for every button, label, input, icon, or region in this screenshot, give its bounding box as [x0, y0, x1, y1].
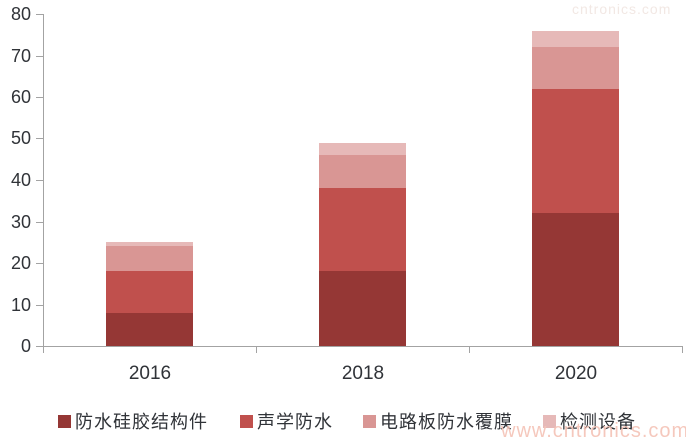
x-axis-tick: [469, 347, 470, 353]
bar-segment-2018-series3: [319, 155, 406, 188]
legend-marker-icon: [240, 414, 253, 428]
bar-segment-2016-series1: [106, 313, 193, 346]
y-axis-tick-label: 40: [10, 170, 31, 190]
y-axis-tick: [36, 305, 43, 306]
legend-label: 检测设备: [560, 412, 636, 432]
legend-label: 电路板防水覆膜: [380, 412, 513, 432]
legend-marker-icon: [543, 414, 556, 428]
legend-marker-icon: [58, 414, 71, 428]
legend: 防水硅胶结构件 声学防水 电路板防水覆膜 检测设备: [0, 411, 686, 435]
x-axis-tick: [256, 347, 257, 353]
legend-item-series4: 检测设备: [543, 411, 636, 432]
bar-segment-2016-series4: [106, 242, 193, 246]
y-axis-tick: [36, 56, 43, 57]
watermark-bottom: www.cntronics.com: [501, 420, 686, 442]
legend-item-series3: 电路板防水覆膜: [363, 411, 513, 432]
bar-segment-2016-series2: [106, 271, 193, 313]
bar-segment-2020-series1: [532, 213, 619, 346]
y-axis-tick-label: 10: [10, 295, 31, 315]
y-axis-tick-label: 80: [10, 4, 31, 24]
bar-segment-2018-series4: [319, 143, 406, 155]
legend-item-series2: 声学防水: [240, 411, 333, 432]
y-axis-line: [43, 14, 44, 347]
x-axis-tick: [682, 347, 683, 353]
legend-label: 防水硅胶结构件: [75, 412, 208, 432]
bar-segment-2020-series3: [532, 47, 619, 89]
x-axis-category-label: 2016: [128, 363, 172, 384]
y-axis-tick: [36, 97, 43, 98]
bar-segment-2018-series2: [319, 188, 406, 271]
y-axis-tick-label: 0: [20, 336, 31, 356]
y-axis-tick-label: 50: [10, 128, 31, 148]
bar-segment-2016-series3: [106, 246, 193, 271]
legend-item-series1: 防水硅胶结构件: [58, 411, 208, 432]
legend-label: 声学防水: [257, 412, 333, 432]
x-axis-tick: [43, 347, 44, 353]
y-axis-tick-label: 20: [10, 253, 31, 273]
y-axis-tick-label: 60: [10, 87, 31, 107]
watermark-top-right: cntronics.com: [572, 1, 672, 17]
y-axis-tick-label: 70: [10, 46, 31, 66]
y-axis-tick: [36, 263, 43, 264]
bar-segment-2020-series2: [532, 89, 619, 213]
bar-segment-2020-series4: [532, 31, 619, 47]
x-axis-category-label: 2018: [341, 363, 385, 384]
x-axis-line: [43, 346, 683, 347]
y-axis-tick: [36, 222, 43, 223]
x-axis-category-label: 2020: [554, 363, 598, 384]
y-axis-tick: [36, 180, 43, 181]
y-axis-tick: [36, 14, 43, 15]
y-axis-tick: [36, 138, 43, 139]
y-axis-tick-label: 30: [10, 212, 31, 232]
y-axis-tick: [36, 346, 43, 347]
legend-marker-icon: [363, 414, 376, 428]
bar-segment-2018-series1: [319, 271, 406, 346]
